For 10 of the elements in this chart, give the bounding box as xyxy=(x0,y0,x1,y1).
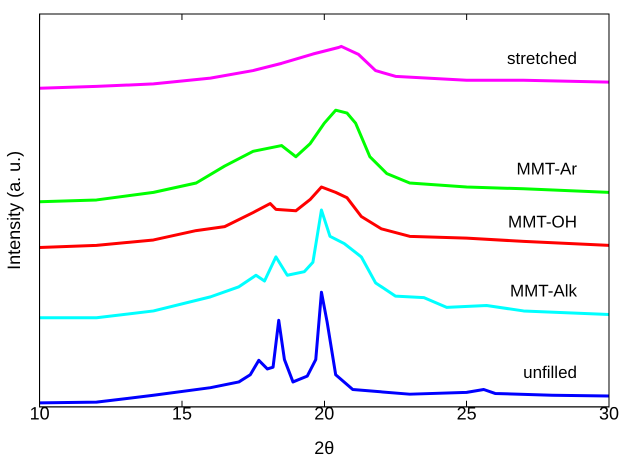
series-label: MMT-Alk xyxy=(510,282,578,301)
series-label: MMT-OH xyxy=(508,212,577,232)
series-label: MMT-Ar xyxy=(516,159,578,178)
x-tick-label: 30 xyxy=(598,404,620,424)
x-tick-label: 10 xyxy=(30,404,50,424)
series-label: unfilled xyxy=(523,362,577,382)
x-tick-label: 20 xyxy=(314,404,334,424)
y-axis-title: Intensity (a. u.) xyxy=(4,150,24,270)
x-axis-title: 2θ xyxy=(314,438,334,458)
series-label: stretched xyxy=(507,49,577,68)
